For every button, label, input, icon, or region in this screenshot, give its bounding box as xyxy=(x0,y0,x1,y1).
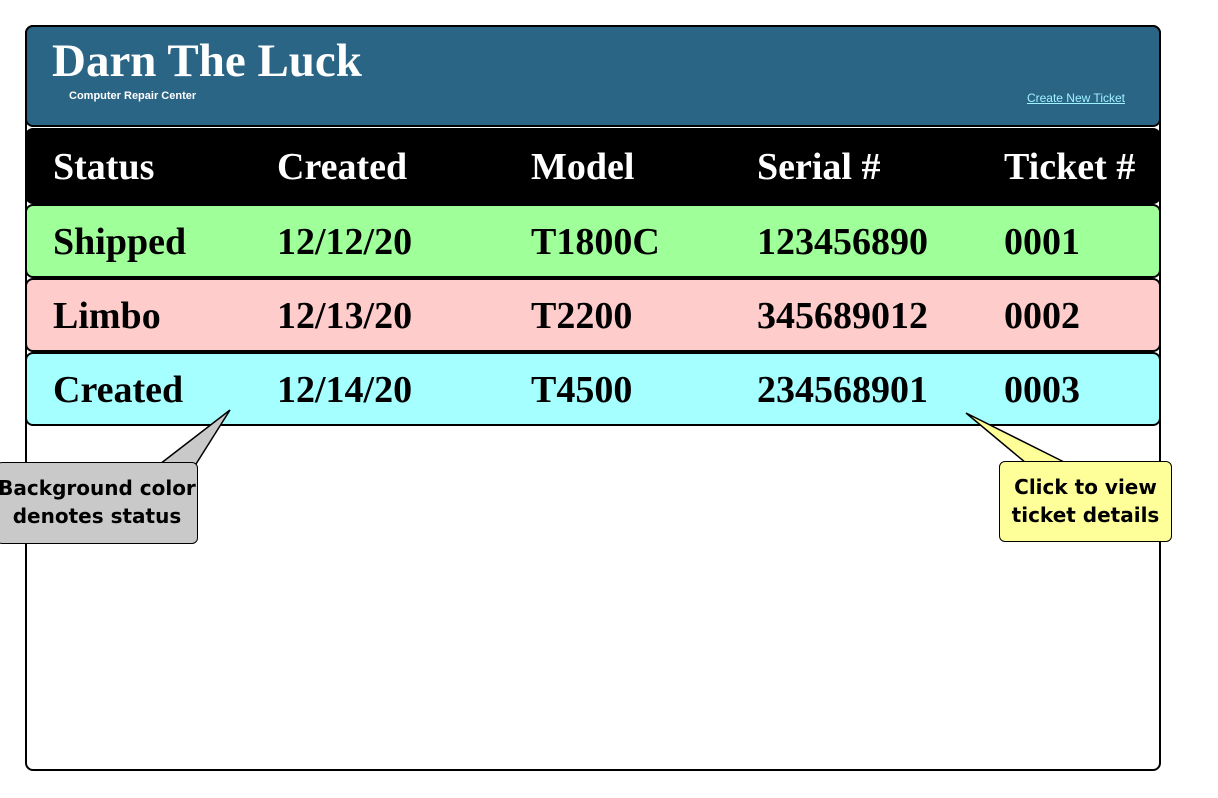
ticket-cell: 0003 xyxy=(1004,369,1080,411)
app-header: Darn The Luck Computer Repair Center Cre… xyxy=(25,25,1161,127)
created-cell: 12/12/20 xyxy=(277,221,413,263)
column-header-model: Model xyxy=(531,146,635,188)
ticket-details-callout: Click to view ticket details xyxy=(999,461,1172,542)
ticket-cell: 0001 xyxy=(1004,221,1080,263)
ticket-callout-pointer xyxy=(965,412,1067,464)
created-cell: 12/14/20 xyxy=(277,369,413,411)
serial-cell: 345689012 xyxy=(757,295,928,337)
column-header-status: Status xyxy=(53,146,155,188)
callout-line: denotes status xyxy=(12,504,182,528)
app-subtitle: Computer Repair Center xyxy=(69,90,197,102)
ticket-cell: 0002 xyxy=(1004,295,1080,337)
callout-line: Background color xyxy=(0,476,196,500)
column-header-created: Created xyxy=(277,146,408,188)
status-cell: Created xyxy=(53,369,184,411)
serial-cell: 123456890 xyxy=(757,221,928,263)
created-cell: 12/13/20 xyxy=(277,295,413,337)
table-header-row: Status Created Model Serial # Ticket # xyxy=(25,128,1161,204)
callout-line: Click to view xyxy=(1014,475,1157,499)
column-header-serial: Serial # xyxy=(757,146,881,188)
ticket-row[interactable]: Shipped 12/12/20 T1800C 123456890 0001 xyxy=(25,204,1161,278)
model-cell: T4500 xyxy=(531,369,633,411)
status-cell: Limbo xyxy=(53,295,161,337)
callout-line: ticket details xyxy=(1011,503,1160,527)
model-cell: T1800C xyxy=(531,221,660,263)
column-header-ticket: Ticket # xyxy=(1004,146,1136,188)
app-title: Darn The Luck xyxy=(52,35,362,87)
model-cell: T2200 xyxy=(531,295,633,337)
ticket-row[interactable]: Created 12/14/20 T4500 234568901 0003 xyxy=(25,352,1161,426)
status-color-callout: Background color denotes status xyxy=(0,462,198,544)
status-callout-pointer xyxy=(157,409,231,465)
serial-cell: 234568901 xyxy=(757,369,928,411)
ticket-row[interactable]: Limbo 12/13/20 T2200 345689012 0002 xyxy=(25,278,1161,352)
create-new-ticket-link[interactable]: Create New Ticket xyxy=(1026,91,1125,105)
status-cell: Shipped xyxy=(53,221,187,263)
